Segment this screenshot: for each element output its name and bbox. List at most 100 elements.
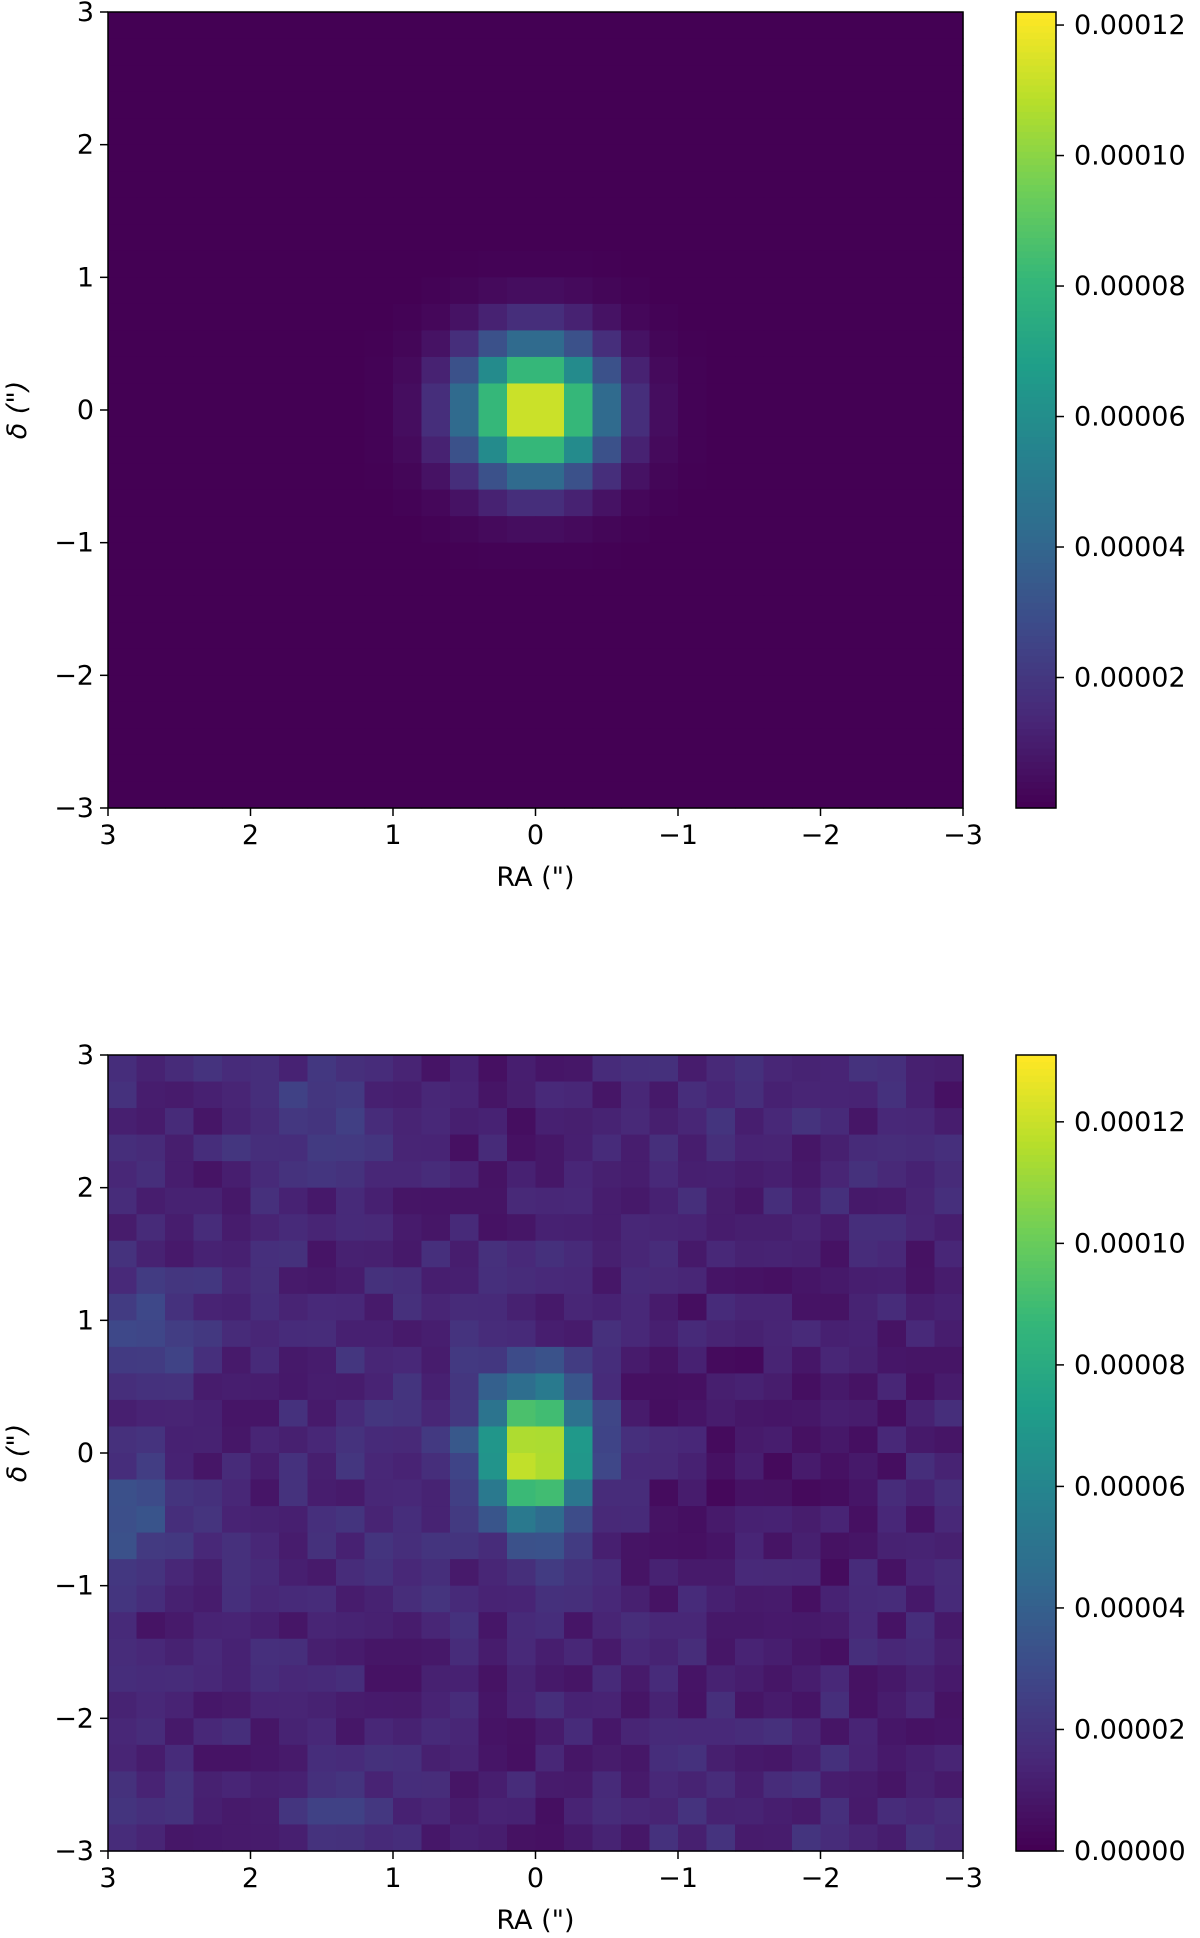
heatmap-cell (450, 1161, 480, 1189)
heatmap-cell (136, 171, 166, 199)
heatmap-cell (393, 648, 423, 676)
heatmap-cell (108, 1532, 138, 1560)
heatmap-cell (507, 1320, 537, 1348)
colorbar-segment (1016, 383, 1056, 391)
heatmap-cell (193, 1506, 223, 1534)
heatmap-cell (307, 1585, 337, 1613)
heatmap-cell (592, 595, 622, 623)
heatmap-cell (136, 1665, 166, 1693)
heatmap-cell (450, 1108, 480, 1136)
heatmap-cell (336, 436, 366, 464)
heatmap-cell (222, 1532, 252, 1560)
heatmap-cell (507, 754, 537, 783)
heatmap-cell (108, 1373, 138, 1401)
heatmap-cell (592, 383, 622, 411)
heatmap-cell (222, 250, 252, 278)
colorbar-segment (1016, 177, 1056, 186)
heatmap-cell (792, 1108, 822, 1136)
heatmap-cell (934, 595, 964, 623)
heatmap-cell (763, 356, 793, 385)
heatmap-cell (877, 410, 907, 438)
heatmap-cell (222, 303, 252, 331)
heatmap-cell (507, 463, 537, 491)
heatmap-cell (507, 1214, 537, 1242)
heatmap-cell (592, 1346, 622, 1374)
heatmap-cell (792, 303, 822, 331)
heatmap-cell (193, 595, 223, 623)
heatmap-cell (250, 1320, 280, 1348)
heatmap-cell (792, 489, 822, 517)
colorbar-segment (1016, 217, 1056, 225)
heatmap-cell (735, 1293, 765, 1321)
heatmap-cell (535, 91, 565, 119)
heatmap-cell (649, 569, 679, 597)
heatmap-cell (421, 569, 451, 597)
heatmap-cell (820, 675, 850, 703)
heatmap-cell (279, 728, 309, 756)
heatmap-cell (393, 303, 423, 331)
heatmap-cell (564, 1797, 594, 1826)
heatmap-cell (906, 65, 936, 93)
colorbar-segment (1016, 1645, 1056, 1653)
heatmap-cell (706, 622, 736, 650)
heatmap-cell (307, 38, 337, 66)
colorbar-segment (1016, 489, 1056, 497)
colorbar-segment (1016, 1525, 1056, 1534)
colorbar-segment (1016, 1466, 1056, 1474)
heatmap-cell (478, 1479, 508, 1507)
colorbar-segment (1016, 449, 1056, 458)
heatmap-cell (849, 622, 879, 650)
heatmap-cell (592, 1055, 622, 1083)
heatmap-cell (621, 569, 651, 597)
heatmap-cell (849, 648, 879, 676)
heatmap-cell (934, 1612, 964, 1640)
heatmap-cell (792, 622, 822, 650)
heatmap-cell (165, 1453, 195, 1481)
heatmap-cell (108, 1638, 138, 1666)
colorbar-segment (1016, 1326, 1056, 1335)
heatmap-cell (421, 675, 451, 703)
heatmap-cell (735, 648, 765, 676)
heatmap-cell (706, 1612, 736, 1640)
heatmap-cell (336, 1108, 366, 1136)
heatmap-cell (735, 1824, 765, 1852)
colorbar-segment (1016, 1121, 1056, 1129)
colorbar-segment (1016, 1267, 1056, 1275)
heatmap-cell (934, 436, 964, 464)
heatmap-cell (393, 356, 423, 385)
heatmap-cell (592, 1320, 622, 1348)
heatmap-cell (450, 1559, 480, 1587)
heatmap-cell (165, 91, 195, 119)
heatmap-cell (820, 1771, 850, 1799)
heatmap-cell (763, 595, 793, 623)
heatmap-cell (507, 118, 537, 146)
heatmap-cell (763, 1718, 793, 1746)
heatmap-cell (222, 1585, 252, 1613)
heatmap-cell (336, 1824, 366, 1852)
heatmap-cell (193, 1718, 223, 1746)
heatmap-cell (792, 648, 822, 676)
heatmap-cell (336, 754, 366, 783)
heatmap-cell (307, 781, 337, 809)
heatmap-cell (336, 303, 366, 331)
heatmap-cell (735, 1081, 765, 1109)
heatmap-cell (507, 1744, 537, 1772)
heatmap-cell (279, 622, 309, 650)
heatmap-cell (222, 330, 252, 358)
heatmap-cell (108, 65, 138, 93)
heatmap-cell (364, 330, 394, 358)
colorbar-segment (1016, 1778, 1056, 1786)
heatmap-cell (678, 1691, 708, 1719)
colorbar-segment (1016, 370, 1056, 378)
heatmap-cell (535, 728, 565, 756)
heatmap-cell (250, 1665, 280, 1693)
heatmap-cell (507, 648, 537, 676)
heatmap-cell (421, 1506, 451, 1534)
colorbar-segment (1016, 748, 1056, 756)
heatmap-cell (706, 1214, 736, 1242)
heatmap-cell (136, 197, 166, 225)
heatmap-cell (678, 1532, 708, 1560)
heatmap-cell (307, 1320, 337, 1348)
colorbar-segment (1016, 204, 1056, 212)
heatmap-cell (336, 1638, 366, 1666)
